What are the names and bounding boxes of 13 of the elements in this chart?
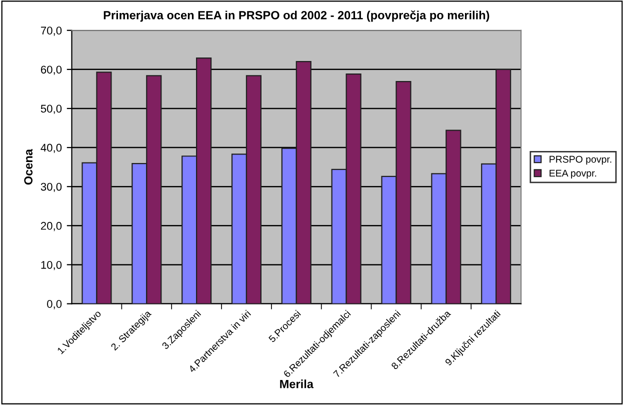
x-axis-title: Merila (280, 380, 314, 388)
y-tick-label: 0,0 (47, 300, 62, 310)
y-axis-title: Ocena (24, 148, 33, 185)
chart-title: Primerjava ocen EEA in PRSPO od 2002 - 2011 (povprečja po merilih) (104, 10, 490, 22)
legend-label: EEA povpr. (550, 170, 596, 179)
y-tick-label: 20,0 (40, 222, 62, 232)
y-tick-label: 40,0 (40, 144, 62, 153)
y-tick-label: 50,0 (40, 104, 62, 114)
legend-label: PRSPO povpr. (550, 156, 612, 165)
y-tick-label: 60,0 (40, 66, 62, 75)
y-tick-label: 10,0 (41, 260, 62, 270)
y-tick-label: 30,0 (40, 182, 62, 192)
y-tick-label: 70,0 (40, 26, 62, 36)
